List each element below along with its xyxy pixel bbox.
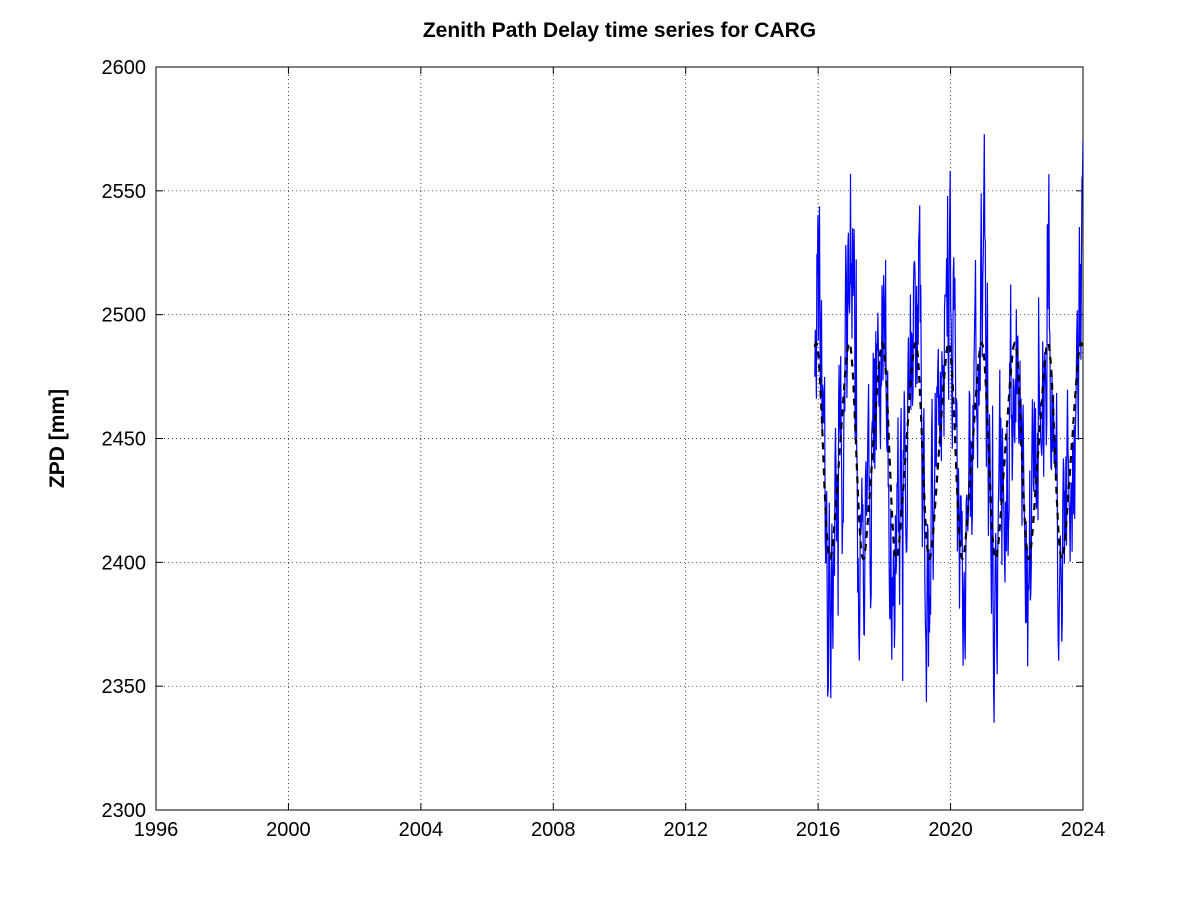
xtick-label: 2020 xyxy=(928,819,973,841)
ytick-label: 2500 xyxy=(102,305,147,327)
chart-container: 1996 2000 2004 2008 2012 2016 2020 2024 2300 2350… xyxy=(0,0,1201,901)
xtick-label: 2004 xyxy=(399,819,444,841)
plot-area xyxy=(156,67,1083,810)
ytick-label: 2300 xyxy=(102,800,147,822)
ytick-label: 2400 xyxy=(102,552,147,574)
ytick-label: 2450 xyxy=(102,429,147,451)
xtick-label: 2008 xyxy=(531,819,576,841)
xtick-label: 2000 xyxy=(266,819,311,841)
chart-title: Zenith Path Delay time series for CARG xyxy=(423,19,816,42)
chart-svg: 1996 2000 2004 2008 2012 2016 2020 2024 2300 2350… xyxy=(0,0,1201,901)
ytick-label: 2550 xyxy=(102,181,147,203)
ytick-label: 2350 xyxy=(102,676,147,698)
xtick-label: 1996 xyxy=(134,819,179,841)
y-axis-label: ZPD [mm] xyxy=(46,389,69,488)
xtick-label: 2016 xyxy=(796,819,841,841)
xtick-label: 2024 xyxy=(1061,819,1106,841)
xtick-label: 2012 xyxy=(663,819,708,841)
ytick-label: 2600 xyxy=(102,57,147,79)
